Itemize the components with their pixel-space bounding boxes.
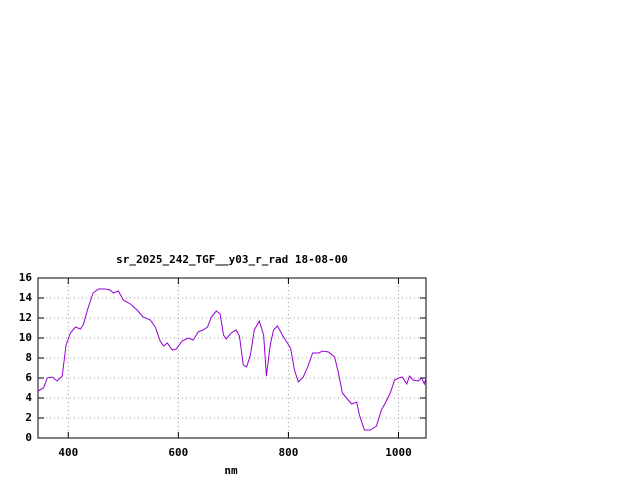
plot-frame: [37, 277, 427, 439]
x-tick-label: 800: [278, 446, 298, 459]
y-tick-label: 10: [19, 331, 32, 344]
y-tick-label: 0: [25, 431, 32, 444]
y-tick-label: 14: [19, 291, 33, 304]
y-tick-label: 8: [25, 351, 32, 364]
x-tick-label: 600: [168, 446, 188, 459]
y-tick-label: 12: [19, 311, 32, 324]
x-axis-label: nm: [224, 464, 238, 477]
y-tick-label: 4: [25, 391, 32, 404]
y-tick-label: 2: [25, 411, 32, 424]
y-tick-label: 16: [19, 271, 33, 284]
y-tick-label: 6: [25, 371, 32, 384]
chart-title: sr_2025_242_TGF__y03_r_rad 18-08-00: [116, 253, 348, 266]
x-tick-label: 400: [58, 446, 78, 459]
x-tick-label: 1000: [385, 446, 412, 459]
data-line: [37, 288, 427, 431]
